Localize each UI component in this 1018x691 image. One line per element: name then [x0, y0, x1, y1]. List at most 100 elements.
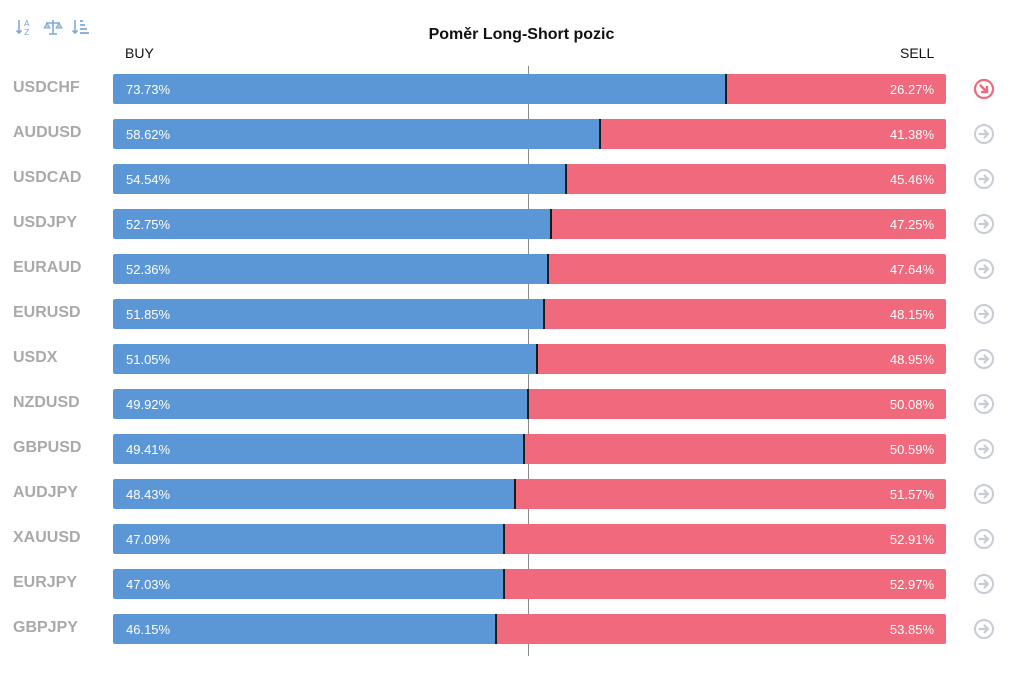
buy-percent: 52.36% — [126, 262, 171, 277]
ratio-bar: 58.62% 41.38% — [113, 119, 946, 149]
ratio-row: EURAUD 52.36% 47.64% — [0, 252, 1018, 285]
sell-percent: 52.91% — [889, 532, 934, 547]
buy-percent: 51.05% — [126, 352, 171, 367]
buy-percent: 52.75% — [126, 217, 171, 232]
sell-segment: 41.38% — [601, 119, 946, 149]
buy-segment: 47.09% — [113, 524, 506, 554]
symbol-label: USDCHF — [13, 79, 80, 96]
buy-percent: 58.62% — [126, 127, 171, 142]
ratio-bar: 52.36% 47.64% — [113, 254, 946, 284]
arrow-right-icon[interactable] — [973, 618, 995, 640]
arrow-right-icon[interactable] — [973, 438, 995, 460]
ratio-row: EURJPY 47.03% 52.97% — [0, 567, 1018, 600]
ratio-bar: 48.43% 51.57% — [113, 479, 946, 509]
arrow-right-icon[interactable] — [973, 393, 995, 415]
arrow-right-icon[interactable] — [973, 168, 995, 190]
buy-segment: 49.41% — [113, 434, 525, 464]
ratio-row: EURUSD 51.85% 48.15% — [0, 297, 1018, 330]
buy-percent: 73.73% — [126, 82, 171, 97]
buy-percent: 46.15% — [126, 622, 171, 637]
symbol-label: EURJPY — [13, 574, 78, 591]
symbol-label: AUDJPY — [13, 484, 78, 501]
buy-segment: 46.15% — [113, 614, 498, 644]
sell-percent: 41.38% — [889, 127, 934, 142]
ratio-bar: 49.92% 50.08% — [113, 389, 946, 419]
sell-segment: 45.46% — [567, 164, 946, 194]
ratio-row: NZDUSD 49.92% 50.08% — [0, 387, 1018, 420]
sell-percent: 51.57% — [889, 487, 934, 502]
ratio-row: USDX 51.05% 48.95% — [0, 342, 1018, 375]
ratio-bar: 46.15% 53.85% — [113, 614, 946, 644]
buy-percent: 49.92% — [126, 397, 171, 412]
buy-percent: 47.09% — [126, 532, 171, 547]
arrow-down-right-icon[interactable] — [973, 78, 995, 100]
svg-text:Z: Z — [24, 28, 30, 37]
ratio-bar: 52.75% 47.25% — [113, 209, 946, 239]
buy-segment: 51.85% — [113, 299, 545, 329]
buy-segment: 52.36% — [113, 254, 550, 284]
ratio-bar: 51.85% 48.15% — [113, 299, 946, 329]
sell-segment: 50.59% — [524, 434, 946, 464]
symbol-label: EURUSD — [13, 304, 81, 321]
ratio-row: GBPJPY 46.15% 53.85% — [0, 612, 1018, 645]
sell-percent: 47.64% — [889, 262, 934, 277]
sell-segment: 52.91% — [505, 524, 946, 554]
arrow-right-icon[interactable] — [973, 303, 995, 325]
buy-header: BUY — [125, 45, 154, 61]
buy-percent: 54.54% — [126, 172, 171, 187]
toolbar: A Z — [14, 16, 92, 38]
symbol-label: USDX — [13, 349, 58, 366]
ratio-row: USDCAD 54.54% 45.46% — [0, 162, 1018, 195]
symbol-label: XAUUSD — [13, 529, 81, 546]
symbol-label: GBPUSD — [13, 439, 82, 456]
buy-percent: 49.41% — [126, 442, 171, 457]
symbol-label: USDCAD — [13, 169, 82, 186]
arrow-right-icon[interactable] — [973, 213, 995, 235]
sell-segment: 48.15% — [544, 299, 946, 329]
sell-segment: 52.97% — [504, 569, 946, 599]
sell-percent: 50.08% — [889, 397, 934, 412]
sell-segment: 47.64% — [549, 254, 946, 284]
ratio-bar: 73.73% 26.27% — [113, 74, 946, 104]
ratio-row: XAUUSD 47.09% 52.91% — [0, 522, 1018, 555]
sell-percent: 52.97% — [889, 577, 934, 592]
sell-segment: 50.08% — [528, 389, 946, 419]
symbol-label: AUDUSD — [13, 124, 82, 141]
arrow-right-icon[interactable] — [973, 528, 995, 550]
buy-segment: 54.54% — [113, 164, 568, 194]
svg-text:A: A — [24, 19, 30, 28]
sell-percent: 48.95% — [889, 352, 934, 367]
buy-segment: 47.03% — [113, 569, 505, 599]
buy-segment: 51.05% — [113, 344, 539, 374]
sell-percent: 26.27% — [889, 82, 934, 97]
sell-header: SELL — [900, 45, 935, 61]
arrow-right-icon[interactable] — [973, 123, 995, 145]
sort-amount-icon[interactable] — [70, 16, 92, 38]
ratio-bar: 47.09% 52.91% — [113, 524, 946, 554]
sell-segment: 47.25% — [552, 209, 946, 239]
symbol-label: NZDUSD — [13, 394, 80, 411]
ratio-bar: 47.03% 52.97% — [113, 569, 946, 599]
arrow-right-icon[interactable] — [973, 483, 995, 505]
symbol-label: GBPJPY — [13, 619, 78, 636]
buy-segment: 58.62% — [113, 119, 602, 149]
buy-segment: 52.75% — [113, 209, 553, 239]
arrow-right-icon[interactable] — [973, 573, 995, 595]
buy-segment: 49.92% — [113, 389, 529, 419]
sell-percent: 48.15% — [889, 307, 934, 322]
ratio-row: USDCHF 73.73% 26.27% — [0, 72, 1018, 105]
sort-az-icon[interactable]: A Z — [14, 16, 36, 38]
buy-percent: 48.43% — [126, 487, 171, 502]
balance-scale-icon[interactable] — [42, 16, 64, 38]
sell-percent: 50.59% — [889, 442, 934, 457]
sell-segment: 48.95% — [538, 344, 946, 374]
arrow-right-icon[interactable] — [973, 258, 995, 280]
buy-percent: 47.03% — [126, 577, 171, 592]
symbol-label: USDJPY — [13, 214, 78, 231]
ratio-bar: 49.41% 50.59% — [113, 434, 946, 464]
arrow-right-icon[interactable] — [973, 348, 995, 370]
sell-percent: 45.46% — [889, 172, 934, 187]
sell-segment: 53.85% — [497, 614, 946, 644]
sell-percent: 53.85% — [889, 622, 934, 637]
